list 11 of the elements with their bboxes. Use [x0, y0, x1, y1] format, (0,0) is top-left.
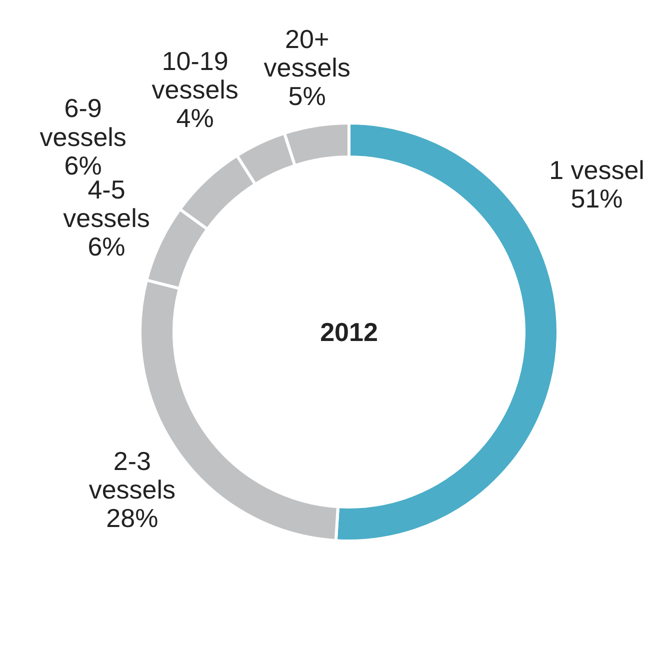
slice-label: 10-19 vessels: [152, 46, 238, 105]
data-label: 6%: [88, 232, 126, 262]
slice-label: 6-9 vessels: [40, 93, 126, 152]
data-label: 5%: [288, 81, 326, 111]
slice-label: 1 vessel: [549, 154, 644, 185]
slice-label: 20+ vessels: [264, 24, 350, 82]
text: 2012: [320, 317, 378, 348]
slice-label: 2-3 vessels: [88, 446, 176, 505]
data-label: 4%: [176, 103, 214, 134]
data-label: 28%: [106, 503, 158, 534]
data-label: 51%: [570, 183, 623, 214]
